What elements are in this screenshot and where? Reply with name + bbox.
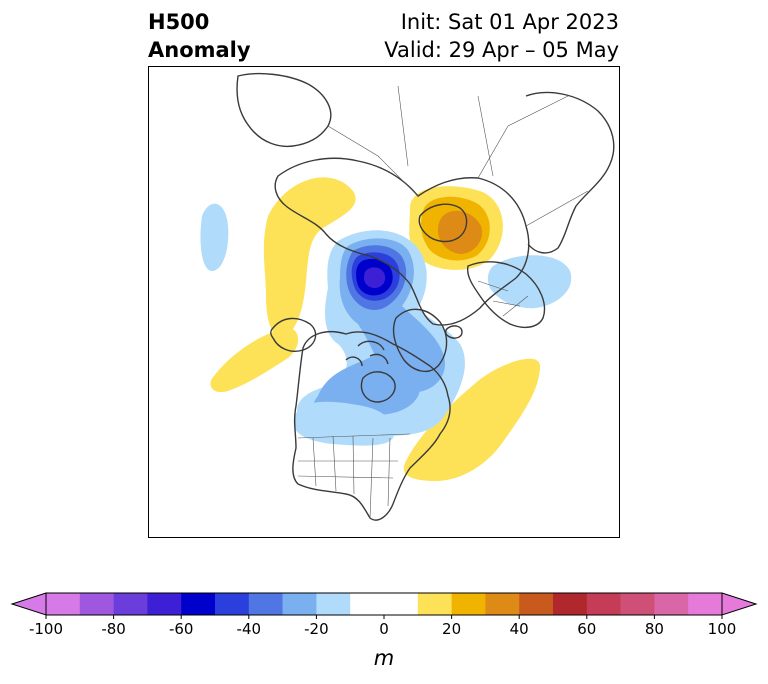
colorbar-cell xyxy=(282,593,317,615)
borders xyxy=(297,85,589,519)
colorbar-tick-label: 60 xyxy=(577,620,596,638)
map-border xyxy=(148,66,620,538)
colorbar-cell xyxy=(586,593,621,615)
valid-range: Valid: 29 Apr – 05 May xyxy=(384,38,619,62)
colorbar-cell xyxy=(417,593,452,615)
scandinavia-coast xyxy=(418,203,468,243)
colorbar-tick-label: 20 xyxy=(442,620,461,638)
anomaly-fill xyxy=(200,177,572,481)
colorbar-cell xyxy=(79,593,114,615)
colorbar-under-arrow xyxy=(10,592,47,616)
map-svg xyxy=(148,66,620,538)
colorbar-tick-label: -80 xyxy=(101,620,126,638)
colorbar-cell xyxy=(620,593,655,615)
alaska-coast xyxy=(270,317,317,352)
coastlines xyxy=(236,72,615,521)
colorbar-tick-label: -40 xyxy=(237,620,262,638)
negative-anomaly-pacific xyxy=(200,203,229,271)
europe-coast xyxy=(466,261,546,329)
colorbar-cell xyxy=(46,593,81,615)
colorbar-svg: -100 -80 -60 -40 -20 0 20 40 60 80 100 xyxy=(10,592,758,638)
east-asia-coast xyxy=(236,72,332,148)
positive-anomaly-gulf-alaska xyxy=(210,328,299,393)
colorbar-cell xyxy=(688,593,723,615)
colorbar-tick-label: 0 xyxy=(379,620,389,638)
colorbar-cells xyxy=(10,592,758,616)
negative-anomaly-northern-us xyxy=(293,401,395,446)
arctic-archipelago xyxy=(345,340,389,367)
forecast-dates: Init: Sat 01 Apr 2023 Valid: 29 Apr – 05… xyxy=(384,8,619,64)
colorbar-tick-label: 100 xyxy=(708,620,737,638)
colorbar: -100 -80 -60 -40 -20 0 20 40 60 80 100 xyxy=(0,585,768,675)
positive-anomaly-atlantic xyxy=(403,358,540,481)
positive-anomaly-siberia xyxy=(263,177,356,337)
colorbar-cell xyxy=(147,593,182,615)
iceland-coast xyxy=(445,325,463,339)
us-canada-border xyxy=(297,433,411,439)
colorbar-cell xyxy=(553,593,588,615)
colorbar-cell xyxy=(316,593,351,615)
colorbar-cell xyxy=(248,593,283,615)
negative-anomaly-canada xyxy=(313,353,421,417)
siberia-coast xyxy=(274,157,530,326)
colorbar-unit-label: m xyxy=(373,646,395,670)
europe-borders xyxy=(477,280,529,317)
colorbar-tick-label: 40 xyxy=(510,620,529,638)
colorbar-ticks: -100 -80 -60 -40 -20 0 20 40 60 80 100 xyxy=(29,615,736,638)
central-asia-coast xyxy=(525,91,615,254)
colorbar-cell xyxy=(350,593,419,615)
colorbar-cell xyxy=(113,593,148,615)
negative-anomaly-w-siberia xyxy=(487,255,572,309)
colorbar-cell xyxy=(215,593,250,615)
map-title: H500 Anomaly xyxy=(148,8,251,64)
colorbar-cell xyxy=(654,593,689,615)
title-line-1: H500 xyxy=(148,10,210,34)
hudson-bay-coast xyxy=(360,371,396,403)
title-line-2: Anomaly xyxy=(148,38,251,62)
colorbar-cell xyxy=(519,593,554,615)
colorbar-cell xyxy=(181,593,216,615)
us-state-lines xyxy=(297,435,398,519)
colorbar-cell xyxy=(451,593,486,615)
colorbar-over-arrow xyxy=(721,592,758,616)
colorbar-tick-label: -20 xyxy=(304,620,329,638)
colorbar-tick-label: 80 xyxy=(645,620,664,638)
negative-anomaly-polar-60 xyxy=(364,267,386,288)
anomaly-map xyxy=(148,66,620,538)
colorbar-cell xyxy=(485,593,520,615)
colorbar-tick-label: -60 xyxy=(169,620,194,638)
positive-anomaly-scandinavia-30 xyxy=(438,210,483,254)
colorbar-tick-label: -100 xyxy=(29,620,63,638)
init-date: Init: Sat 01 Apr 2023 xyxy=(400,10,619,34)
greenland-coast xyxy=(392,308,448,373)
asia-borders xyxy=(327,85,589,227)
